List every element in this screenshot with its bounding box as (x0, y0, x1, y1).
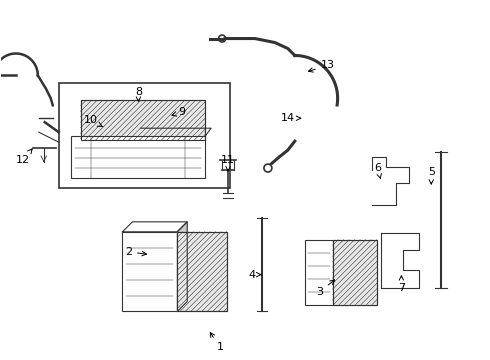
Text: 6: 6 (374, 163, 381, 179)
Text: 14: 14 (281, 113, 301, 123)
Text: 11: 11 (221, 155, 235, 171)
Bar (333, 240, 377, 305)
Text: 7: 7 (398, 276, 405, 293)
Text: 1: 1 (210, 333, 223, 352)
Bar (333, 240, 377, 305)
Text: 13: 13 (309, 60, 335, 72)
Bar (122, 232, 177, 311)
Text: 12: 12 (16, 149, 32, 165)
Circle shape (264, 164, 272, 172)
Text: 4: 4 (248, 270, 261, 280)
Text: 2: 2 (125, 247, 147, 257)
Bar (59, 84, 230, 188)
Bar (81, 100, 205, 140)
Bar (177, 232, 227, 311)
Polygon shape (382, 233, 419, 288)
Text: 10: 10 (84, 115, 103, 127)
Text: 5: 5 (428, 167, 435, 184)
Bar (71, 136, 205, 178)
Text: 8: 8 (135, 87, 142, 101)
Bar (81, 100, 205, 140)
Text: 3: 3 (316, 280, 335, 297)
Polygon shape (371, 157, 409, 205)
Text: 9: 9 (172, 107, 186, 117)
Bar (177, 232, 227, 311)
Bar (305, 240, 333, 305)
Polygon shape (177, 222, 187, 311)
